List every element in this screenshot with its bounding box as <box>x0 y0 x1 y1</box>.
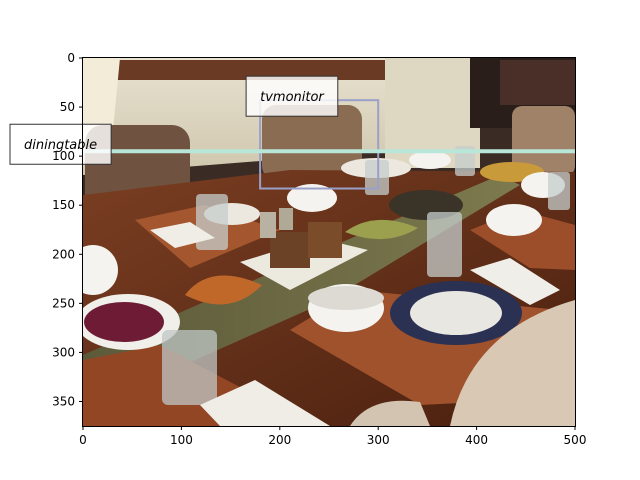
detection-label-diningtable: diningtable <box>9 123 112 165</box>
x-tick-label: 300 <box>367 433 390 447</box>
y-tick-label: 50 <box>60 100 75 114</box>
y-tick-label: 250 <box>52 296 75 310</box>
y-tick-label: 200 <box>52 247 75 261</box>
y-tick-label: 300 <box>52 345 75 359</box>
y-tick-label: 350 <box>52 394 75 408</box>
detection-label-background <box>9 123 112 165</box>
y-axis: 0 50 100 150 200 250 300 350 <box>52 51 83 408</box>
detection-label-text: tvmonitor <box>260 90 325 105</box>
dining-table-photo <box>83 58 575 426</box>
x-tick-label: 100 <box>170 433 193 447</box>
x-tick-label: 200 <box>268 433 291 447</box>
detection-label-tvmonitor: tvmonitor <box>245 75 339 117</box>
detection-overlays: tvmonitor diningtable <box>9 75 576 190</box>
x-tick-label: 400 <box>465 433 488 447</box>
x-axis: 0 100 200 300 400 500 <box>79 426 586 447</box>
x-tick-label: 0 <box>79 433 87 447</box>
y-tick-label: 100 <box>52 149 75 163</box>
detection-label-text: diningtable <box>24 138 97 153</box>
y-tick-label: 150 <box>52 198 75 212</box>
y-tick-label: 0 <box>67 51 75 65</box>
axes-frame <box>82 57 576 427</box>
detection-box-diningtable <box>82 149 576 154</box>
detection-label-background <box>245 75 339 117</box>
x-tick-label: 500 <box>564 433 587 447</box>
